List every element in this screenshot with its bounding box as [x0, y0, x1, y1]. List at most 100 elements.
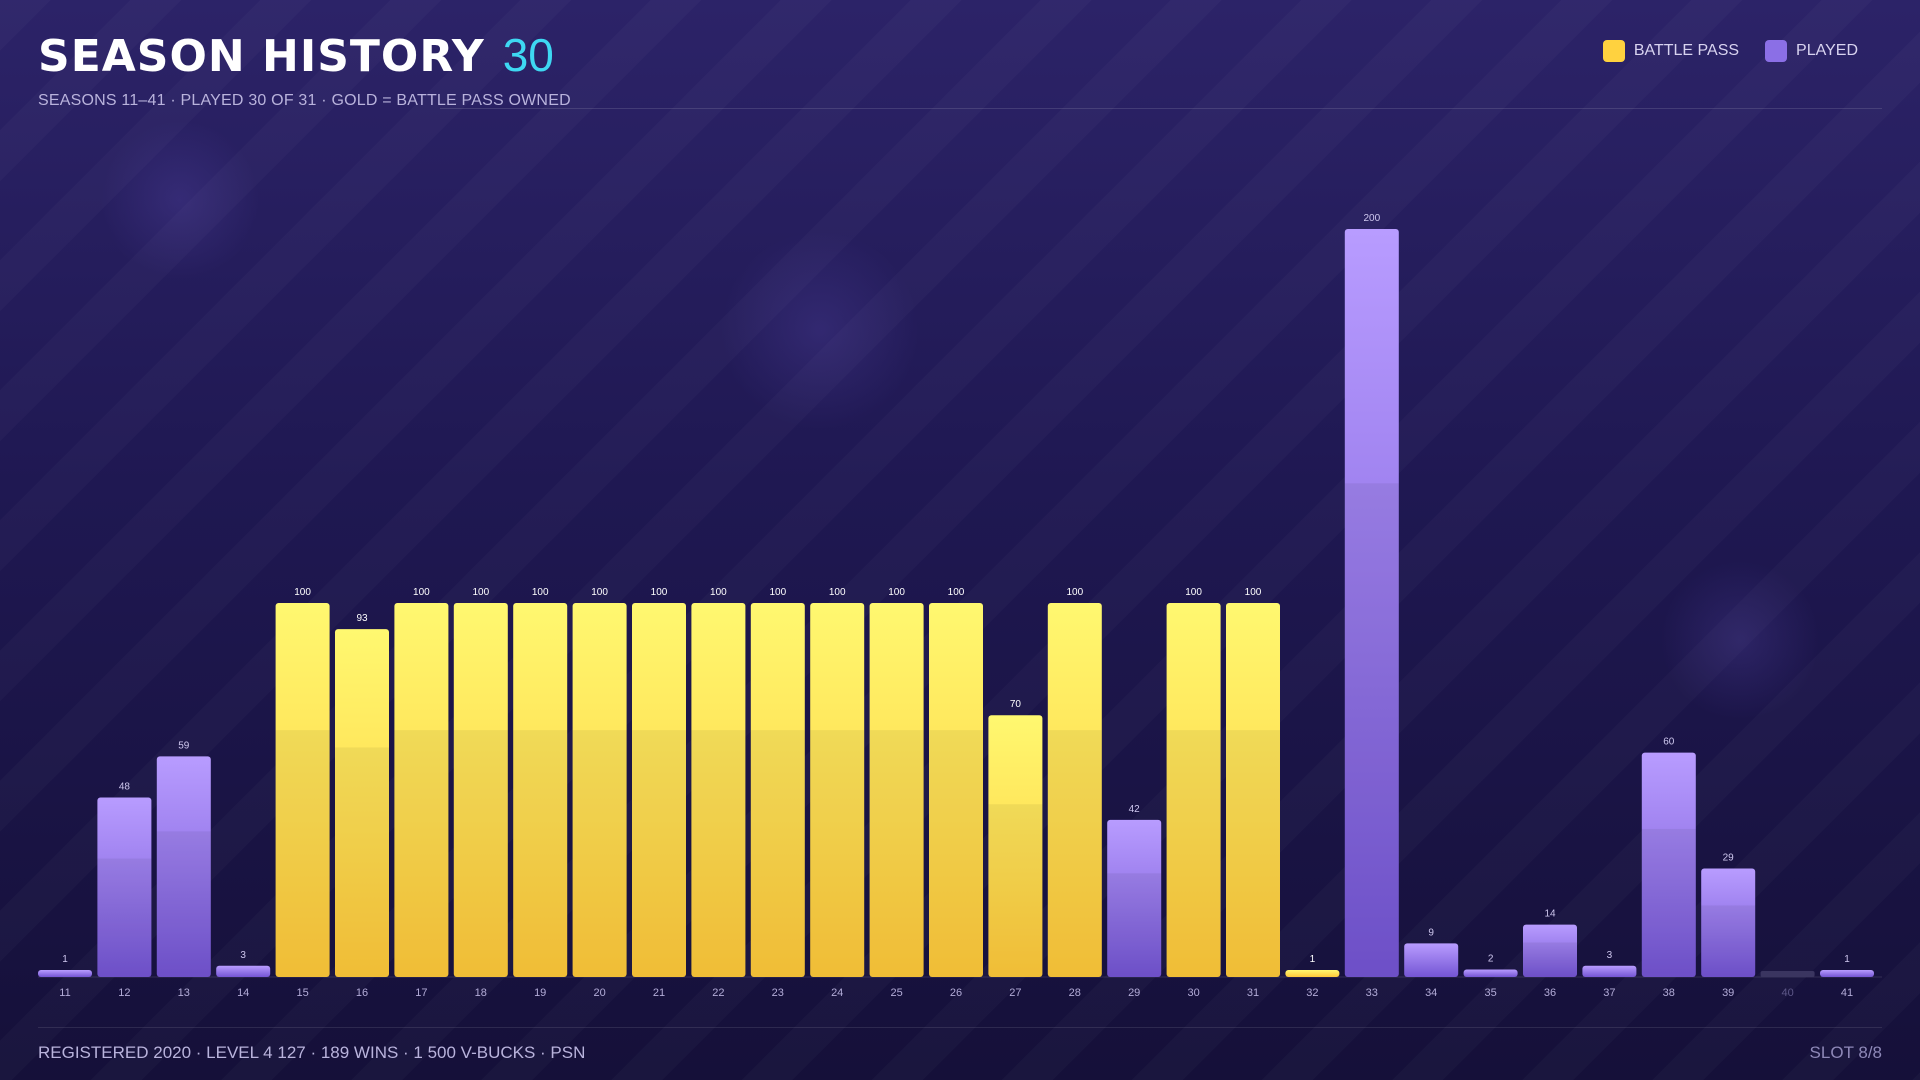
- bar-value-label: 100: [710, 587, 727, 598]
- x-tick-label: 22: [712, 987, 724, 999]
- bar-battle-pass: [572, 603, 627, 977]
- bar-played: [156, 756, 211, 977]
- bar-played: [1523, 924, 1577, 977]
- x-tick-label: 36: [1544, 987, 1556, 999]
- bar-value-label: 100: [888, 587, 905, 598]
- bar-battle-pass: [453, 603, 508, 977]
- legend-label-battle-pass: BATTLE PASS: [1633, 42, 1740, 59]
- x-tick-label: 13: [178, 987, 190, 999]
- bar-shade: [275, 730, 330, 977]
- played-swatch: [1765, 40, 1788, 62]
- x-tick-label: 20: [593, 987, 605, 999]
- bar-played: [1107, 819, 1162, 977]
- bar-shade: [572, 730, 627, 977]
- x-tick-label: 28: [1069, 987, 1081, 999]
- bar-battle-pass: [988, 715, 1043, 977]
- bar-shade: [691, 730, 746, 977]
- header-divider: [440, 108, 1882, 109]
- x-tick-label: 14: [237, 987, 249, 999]
- bar-value-label: 100: [472, 587, 489, 598]
- bar-value-label: 2: [1488, 954, 1494, 965]
- bar-shade: [1107, 873, 1162, 977]
- bar-value-label: 60: [1663, 737, 1675, 748]
- bar-value-label: 100: [413, 587, 430, 598]
- bar-value-label: 100: [1066, 587, 1083, 598]
- x-tick-label: 16: [356, 987, 368, 999]
- bar-battle-pass: [1226, 603, 1280, 977]
- x-tick-label: 12: [118, 987, 130, 999]
- bar-battle-pass: [335, 629, 389, 977]
- x-tick-label: 25: [890, 987, 902, 999]
- bar-value-label: 100: [1245, 587, 1262, 598]
- bar-played: [1641, 752, 1696, 977]
- bar-battle-pass: [750, 603, 805, 977]
- bar-value-label: 48: [119, 781, 131, 792]
- bar-shade: [750, 730, 805, 977]
- bar-battle-pass: [1166, 603, 1221, 977]
- bar-battle-pass: [1285, 970, 1340, 977]
- x-tick-label: 30: [1187, 987, 1199, 999]
- x-tick-label: 19: [534, 987, 546, 999]
- bar-value-label: 3: [240, 950, 246, 961]
- bar-value-label: 100: [591, 587, 608, 598]
- bar-played: [216, 965, 271, 977]
- bar-battle-pass: [394, 603, 449, 977]
- x-tick-label: 11: [59, 987, 70, 999]
- bar-value-label: 100: [769, 587, 786, 598]
- page-subtitle: SEASONS 11–41 · PLAYED 30 OF 31 · GOLD =…: [38, 92, 571, 109]
- bar-value-label: 100: [829, 587, 846, 598]
- bar-shade: [1344, 483, 1399, 977]
- bar-shade: [156, 831, 211, 977]
- bar-value-label: 100: [532, 587, 549, 598]
- bar-played: [1582, 965, 1637, 977]
- bar-shade: [1523, 942, 1577, 977]
- bar-value-label: 70: [1010, 699, 1022, 710]
- bar-value-label: 29: [1723, 853, 1735, 864]
- bar-value-label: 200: [1363, 213, 1380, 224]
- x-tick-label: 41: [1841, 987, 1853, 999]
- bar-played: [38, 970, 92, 977]
- bar-value-label: 42: [1129, 804, 1141, 815]
- bar-played: [1344, 229, 1399, 977]
- x-tick-label: 18: [475, 987, 487, 999]
- x-tick-label: 39: [1722, 987, 1734, 999]
- bar-shade: [1641, 828, 1696, 977]
- bar-value-label: 1: [1844, 954, 1850, 965]
- legend-label-played: PLAYED: [1796, 42, 1858, 59]
- bar-played: [1701, 868, 1756, 977]
- season-count: 30: [502, 29, 554, 81]
- bar-shade: [869, 730, 924, 977]
- x-tick-label: 24: [831, 987, 843, 999]
- bar-shade: [988, 804, 1043, 977]
- x-tick-label: 26: [950, 987, 962, 999]
- bar-value-label: 100: [948, 587, 965, 598]
- bar-played: [1463, 969, 1518, 977]
- x-tick-label: 29: [1128, 987, 1140, 999]
- legend-item-battle-pass: BATTLE PASS: [1602, 40, 1740, 62]
- x-tick-label: 31: [1247, 987, 1259, 999]
- x-tick-label: 38: [1663, 987, 1675, 999]
- bar-shade: [335, 747, 389, 977]
- bar-shade: [453, 730, 508, 977]
- footer-divider: [38, 1027, 1882, 1028]
- bar-value-label: 100: [294, 587, 311, 598]
- bar-value-label: 3: [1607, 950, 1613, 961]
- x-tick-label: 17: [415, 987, 427, 999]
- bar-value-label: 100: [1185, 587, 1202, 598]
- bar-value-label: 100: [651, 587, 668, 598]
- title-row: SEASON HISTORY 30: [38, 28, 554, 82]
- bar-battle-pass: [810, 603, 865, 977]
- bar-shade: [394, 730, 449, 977]
- bar-shade: [929, 730, 983, 977]
- x-tick-label: 40: [1781, 987, 1793, 999]
- bar-battle-pass: [632, 603, 686, 977]
- bar-shade: [810, 730, 865, 977]
- x-tick-label: 23: [772, 987, 784, 999]
- x-tick-label: 32: [1306, 987, 1318, 999]
- bar-battle-pass: [275, 603, 330, 977]
- battle-pass-swatch: [1602, 40, 1625, 62]
- x-tick-label: 35: [1484, 987, 1496, 999]
- account-summary: REGISTERED 2020 · LEVEL 4 127 · 189 WINS…: [38, 1043, 586, 1062]
- chart-legend: BATTLE PASS PLAYED: [1602, 40, 1858, 62]
- bar-played: [1820, 970, 1874, 977]
